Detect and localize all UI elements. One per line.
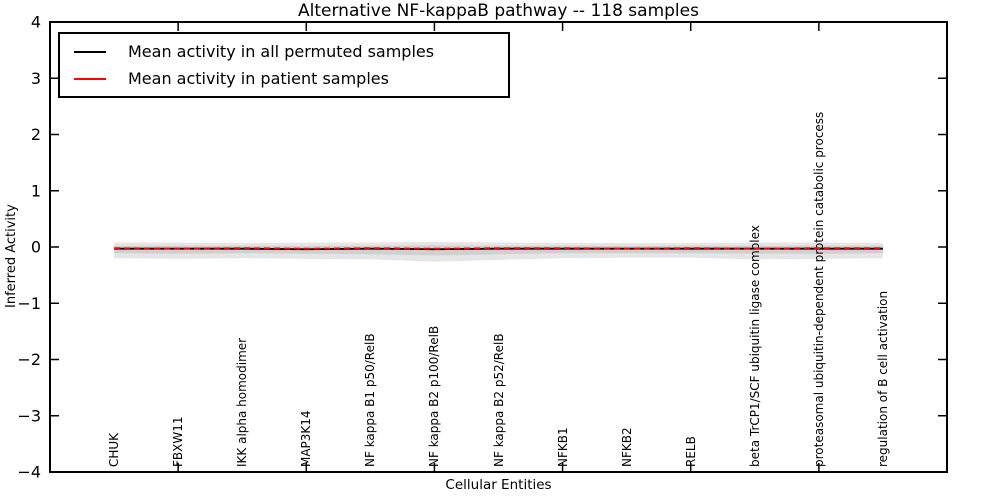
- x-axis-label: Cellular Entities: [445, 477, 552, 493]
- y-tick-label: 3: [31, 69, 41, 88]
- y-tick-label: 0: [31, 238, 41, 257]
- y-tick-label: −1: [17, 294, 41, 313]
- legend: Mean activity in all permuted samples Me…: [58, 32, 510, 98]
- uncertainty-band: [114, 241, 883, 262]
- y-tick-label: −3: [17, 406, 41, 425]
- legend-label-patient: Mean activity in patient samples: [128, 69, 389, 88]
- series-line: [114, 247, 883, 250]
- chart-title: Alternative NF-kappaB pathway -- 118 sam…: [298, 1, 699, 21]
- legend-entry-patient: Mean activity in patient samples: [74, 69, 502, 88]
- y-tick-label: 4: [31, 13, 41, 32]
- permuted-line-swatch-icon: [74, 50, 106, 53]
- y-tick-label: 1: [31, 181, 41, 200]
- legend-label-permuted: Mean activity in all permuted samples: [128, 42, 435, 61]
- y-tick-label: −4: [17, 463, 41, 482]
- patient-line-swatch-icon: [74, 77, 106, 80]
- y-tick-label: −2: [17, 350, 41, 369]
- legend-entry-permuted: Mean activity in all permuted samples: [74, 42, 502, 61]
- y-tick-label: 2: [31, 125, 41, 144]
